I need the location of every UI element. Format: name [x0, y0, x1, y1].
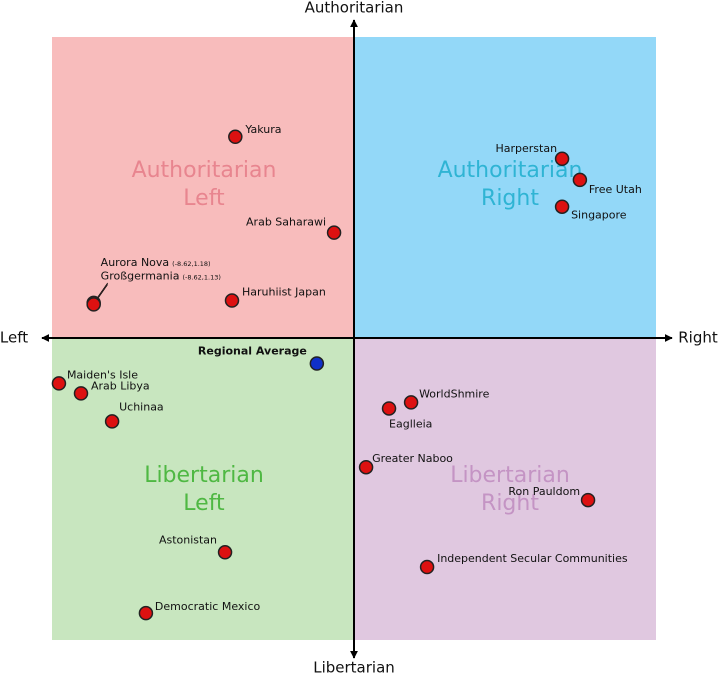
point: [51, 376, 67, 391]
quadrant: [52, 37, 354, 339]
top-label: Authoritarian: [305, 0, 404, 17]
point: [326, 225, 342, 240]
quadrant-label: Authoritarian: [132, 158, 277, 183]
quadrant: [52, 338, 354, 640]
point-label: Arab Libya: [91, 379, 150, 392]
point: [217, 545, 233, 560]
point-label: WorldShmire: [419, 387, 490, 400]
point-label: Harperstan: [495, 142, 557, 155]
point-label: Eaglleia: [389, 417, 432, 430]
point-label: Democratic Mexico: [155, 600, 261, 613]
point: [86, 297, 101, 312]
quadrant-label: Libertarian: [144, 463, 264, 488]
quadrant-label: Right: [481, 491, 539, 516]
point: [138, 605, 154, 621]
point: [554, 199, 570, 214]
point-label: Großgermania: [101, 269, 180, 282]
point-label: Uchinaa: [119, 400, 164, 413]
point-label: Haruhiist Japan: [242, 286, 326, 299]
point-label: Yakura: [244, 123, 281, 136]
point: [358, 459, 374, 475]
right-label: Right: [678, 329, 718, 347]
point: [403, 395, 419, 410]
point-label: Arab Saharawi: [246, 216, 326, 229]
point-label: Maiden's Isle: [67, 368, 138, 381]
quadrant-label: Left: [183, 491, 225, 516]
left-label: Left: [0, 329, 28, 347]
point: [419, 559, 435, 575]
point-label: Independent Secular Communities: [437, 552, 628, 565]
point-label: Astonistan: [159, 533, 217, 546]
quadrant-label: Left: [183, 186, 225, 211]
quadrant: [354, 37, 656, 339]
quadrants: AuthoritarianLeftAuthoritarianRightLiber…: [52, 37, 656, 640]
point-label: Regional Average: [198, 345, 307, 358]
quadrant-label: Right: [481, 186, 539, 211]
quadrant: [354, 338, 656, 640]
point: [224, 293, 240, 308]
quadrant-label: Libertarian: [450, 463, 570, 488]
point: [309, 356, 325, 371]
point: [381, 401, 397, 416]
point: [73, 386, 89, 401]
point-label: Ron Pauldom: [508, 485, 580, 498]
point-label: Greater Naboo: [372, 452, 453, 465]
point: [554, 151, 570, 167]
point: [572, 172, 588, 188]
point: [104, 414, 120, 429]
point-note: (-8.62,1.18): [172, 260, 210, 268]
point: [580, 492, 596, 508]
point-label: Singapore: [571, 209, 627, 222]
point-note: (-8.62,1.13): [182, 273, 220, 281]
point-label: Free Utah: [589, 183, 642, 196]
bottom-label: Libertarian: [313, 659, 395, 676]
point: [228, 129, 243, 145]
point-label: Aurora Nova: [101, 256, 169, 269]
